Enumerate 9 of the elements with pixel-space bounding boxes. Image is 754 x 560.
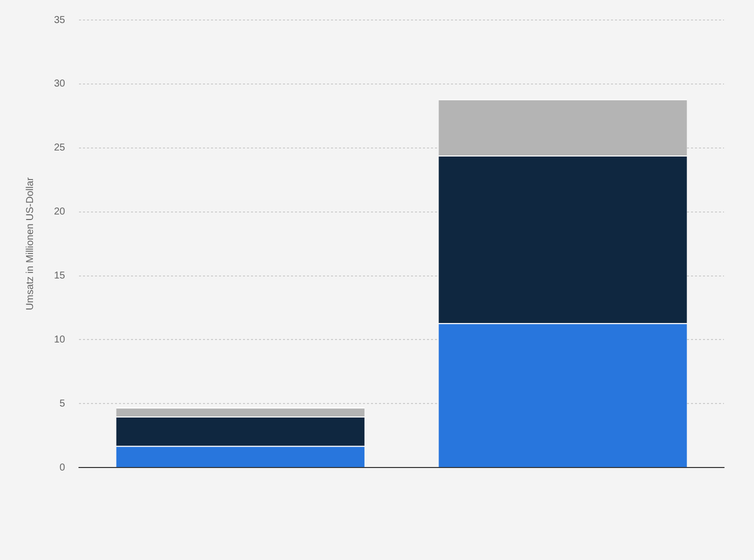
y-tick-label: 10 [54,334,66,346]
y-tick-label: 5 [60,398,66,410]
y-tick-label: 0 [60,462,66,474]
y-tick-label: 35 [54,14,66,26]
y-tick-label: 15 [54,270,66,282]
y-tick-label: 25 [54,142,66,154]
y-tick-label: 30 [54,78,66,90]
y-axis-title: Umsatz in Millionen US-Dollar [24,176,36,310]
y-tick-label: 20 [54,206,66,218]
